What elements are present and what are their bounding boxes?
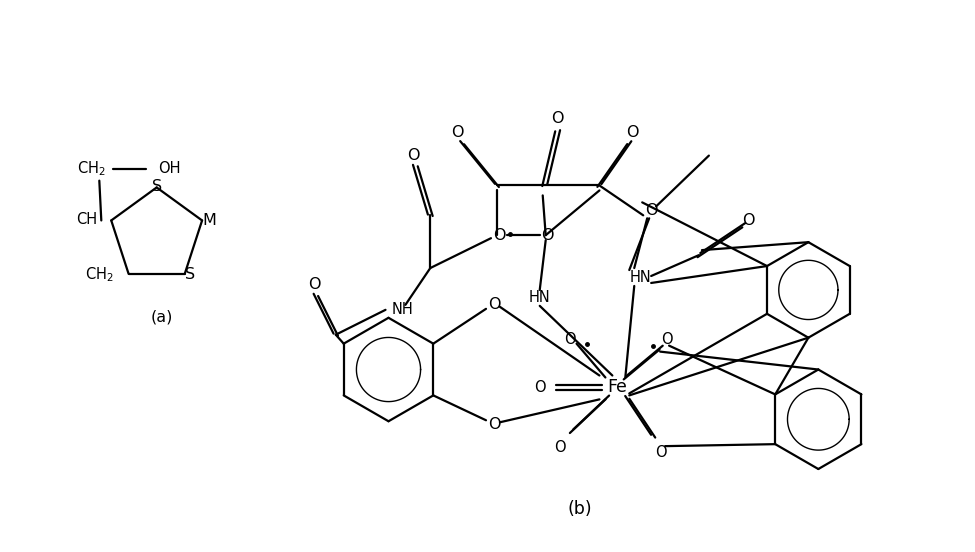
Text: (b): (b) (567, 500, 592, 518)
Text: O: O (554, 439, 566, 455)
Text: O: O (552, 112, 564, 126)
Text: O: O (534, 380, 546, 395)
Text: O: O (488, 417, 500, 432)
Text: CH$_2$: CH$_2$ (85, 266, 114, 284)
Text: O: O (492, 228, 505, 243)
Text: O: O (541, 228, 554, 243)
Text: M: M (202, 213, 216, 228)
Text: O: O (408, 148, 419, 163)
Text: O: O (450, 125, 463, 140)
Text: HN: HN (629, 270, 651, 285)
Text: Fe: Fe (607, 379, 627, 396)
Text: CH$_2$: CH$_2$ (77, 160, 105, 178)
Text: S: S (184, 267, 195, 282)
Text: O: O (661, 332, 673, 347)
Text: O: O (655, 444, 667, 460)
Text: O: O (626, 125, 639, 140)
Text: O: O (488, 298, 500, 312)
Text: CH: CH (76, 212, 98, 227)
Text: S: S (151, 179, 162, 194)
Text: NH: NH (392, 302, 413, 317)
Text: HN: HN (528, 290, 551, 305)
Text: (a): (a) (150, 309, 173, 324)
Text: O: O (742, 213, 755, 228)
Text: O: O (564, 332, 575, 347)
Text: OH: OH (158, 161, 180, 176)
Text: O: O (644, 203, 657, 218)
Text: O: O (308, 278, 320, 293)
